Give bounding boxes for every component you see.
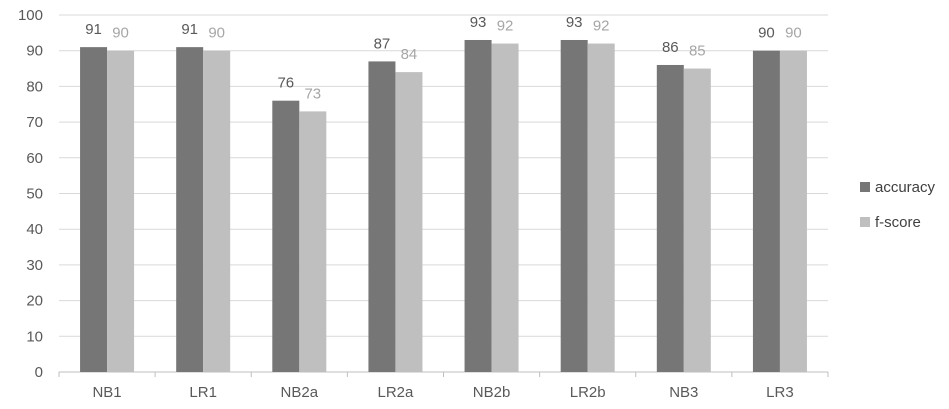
y-tick-label: 90 (26, 43, 43, 60)
x-tick-label: NB3 (669, 384, 698, 401)
y-tick-label: 60 (26, 150, 43, 167)
bar-f-score (299, 111, 327, 372)
legend-label-f-score: f-score (875, 214, 921, 231)
bar-accuracy (560, 39, 588, 373)
bar-accuracy (272, 100, 300, 373)
legend-label-accuracy: accuracy (875, 179, 936, 196)
y-tick-label: 80 (26, 78, 43, 95)
bar-accuracy (656, 64, 684, 372)
x-tick-label: NB2a (281, 384, 319, 401)
data-label-accuracy: 87 (374, 35, 391, 52)
y-tick-label: 100 (18, 7, 43, 24)
data-label-accuracy: 76 (277, 75, 294, 92)
bar-f-score (683, 68, 711, 373)
data-label-accuracy: 91 (181, 21, 198, 38)
x-tick-label: LR2a (378, 384, 415, 401)
data-label-f-score: 90 (112, 25, 129, 42)
data-label-f-score: 90 (785, 25, 802, 42)
data-label-accuracy: 86 (662, 39, 679, 56)
x-tick-label: NB1 (92, 384, 121, 401)
data-label-accuracy: 90 (758, 25, 775, 42)
y-tick-label: 20 (26, 293, 43, 310)
gridlines (59, 14, 828, 373)
data-label-accuracy: 93 (470, 14, 487, 31)
axes: 0 10 20 30 40 50 60 70 80 90 100 NB1 LR1 NB2a LR2a NB2b… (18, 7, 829, 401)
data-label-f-score: 73 (304, 85, 321, 102)
data-label-accuracy: 93 (566, 14, 583, 31)
y-tick-label: 30 (26, 257, 43, 274)
bar-accuracy (464, 39, 492, 373)
bars (80, 39, 807, 373)
bar-f-score (779, 50, 807, 372)
bar-f-score (107, 50, 135, 372)
x-tick-label: LR3 (766, 384, 794, 401)
bar-f-score (203, 50, 231, 372)
bar-f-score (587, 43, 615, 373)
bar-accuracy (752, 50, 780, 372)
bar-f-score (491, 43, 519, 373)
legend-swatch-f-score (860, 217, 870, 227)
y-tick-label: 70 (26, 114, 43, 131)
bar-accuracy (176, 47, 204, 372)
x-tick-label: NB2b (473, 384, 511, 401)
bar-f-score (395, 72, 423, 373)
x-tick-label: LR1 (189, 384, 217, 401)
data-label-f-score: 92 (497, 18, 514, 35)
data-label-f-score: 84 (401, 46, 418, 63)
x-tick-label: LR2b (570, 384, 606, 401)
data-labels: 91 91 76 87 93 93 86 90 90 90 73 84 92 92 85 90 (85, 14, 802, 102)
data-label-f-score: 92 (593, 18, 610, 35)
data-label-f-score: 85 (689, 43, 706, 60)
legend-swatch-accuracy (860, 182, 870, 192)
bar-accuracy (368, 61, 396, 372)
data-label-f-score: 90 (208, 25, 225, 42)
y-tick-label: 10 (26, 328, 43, 345)
legend: accuracy f-score (860, 179, 936, 231)
y-tick-label: 50 (26, 186, 43, 203)
data-label-accuracy: 91 (85, 21, 102, 38)
y-tick-label: 40 (26, 221, 43, 238)
bar-accuracy (80, 47, 108, 372)
y-tick-label: 0 (35, 364, 43, 381)
